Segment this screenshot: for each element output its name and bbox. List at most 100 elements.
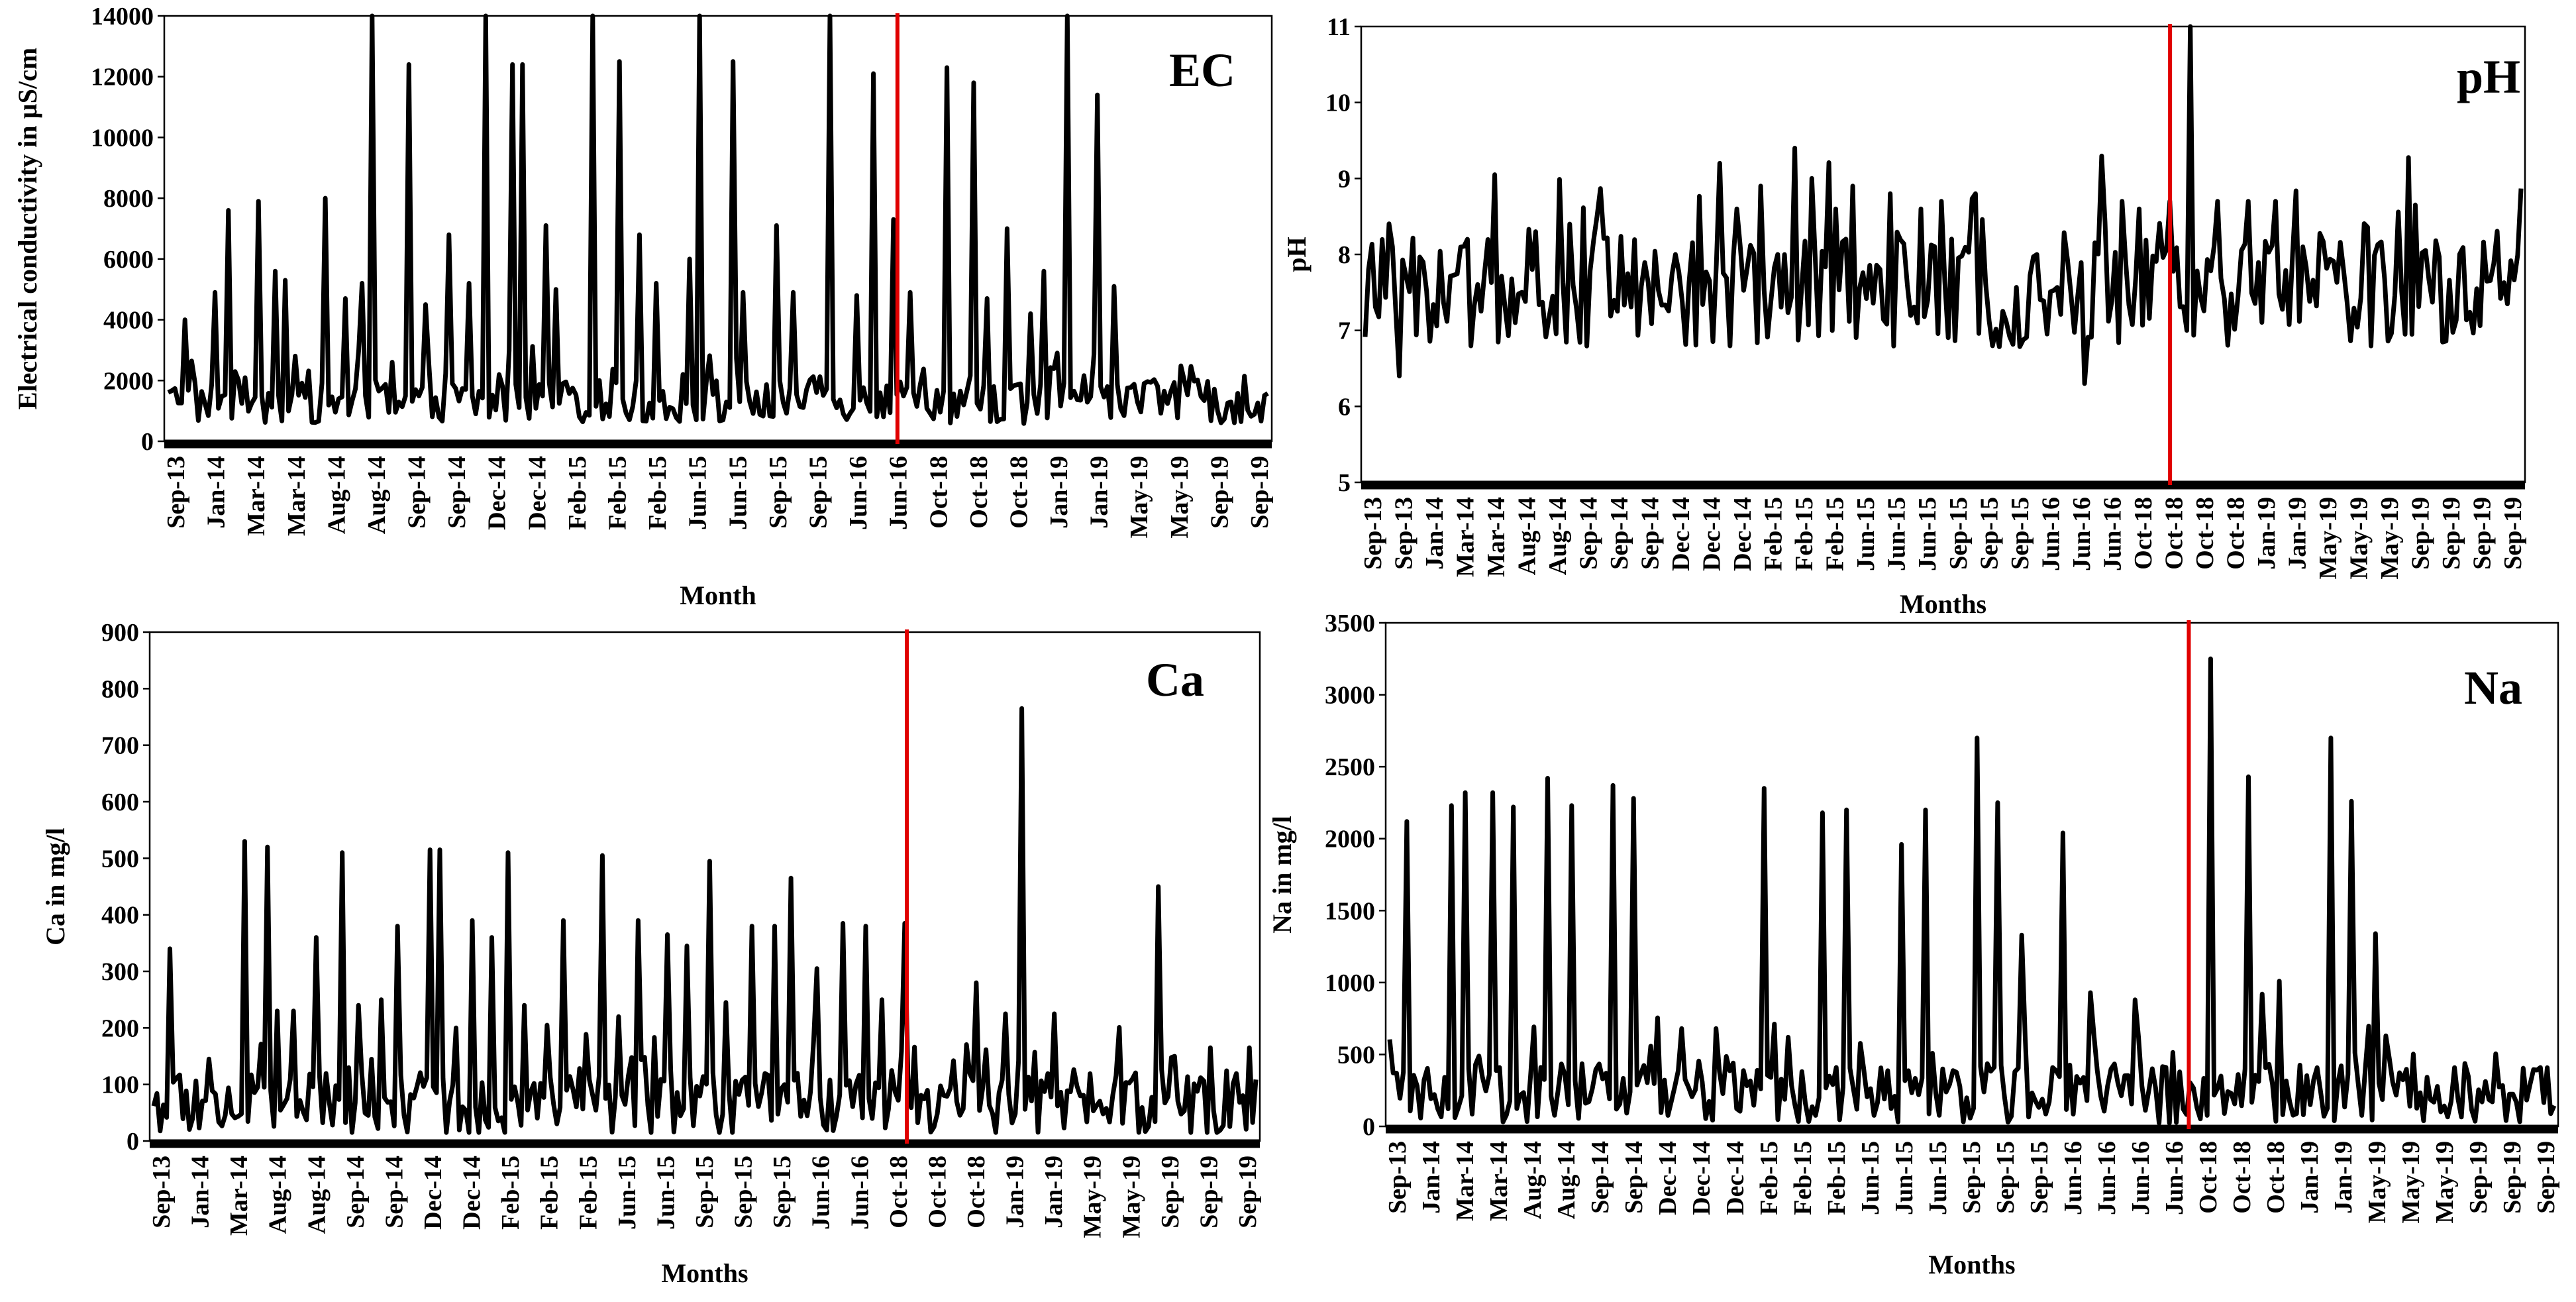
x-tick-label: Sep-14 <box>1586 1141 1614 1214</box>
x-tick-label: Jun-15 <box>613 1156 641 1230</box>
y-tick-label: 200 <box>101 1014 139 1042</box>
x-tick-label: Jun-16 <box>2161 1141 2189 1215</box>
x-tick-label: May-19 <box>2376 497 2404 580</box>
x-tick-label: Sep-14 <box>380 1156 408 1228</box>
panel-label-na: Na <box>2464 661 2522 714</box>
x-tick-label: Sep-14 <box>1620 1141 1648 1214</box>
x-tick-label: Jun-15 <box>1890 1141 1918 1215</box>
y-tick-label: 4000 <box>103 307 154 335</box>
y-tick-label: 900 <box>101 619 139 647</box>
y-tick-label: 2000 <box>103 367 154 395</box>
y-tick-label: 0 <box>141 428 154 456</box>
x-tick-label: Sep-15 <box>730 1156 758 1228</box>
x-tick-label: Oct-18 <box>2191 497 2219 570</box>
x-tick-label: Aug-14 <box>363 456 391 534</box>
x-tick-label: Jun-16 <box>845 456 872 530</box>
x-tick-label: Oct-18 <box>2194 1141 2222 1214</box>
x-tick-label: Sep-19 <box>2532 1141 2560 1214</box>
x-tick-label: Sep-15 <box>2026 1141 2053 1214</box>
x-tick-label: Mar-14 <box>1482 497 1510 577</box>
x-tick-label: Sep-19 <box>2438 497 2465 570</box>
x-tick-label: Oct-18 <box>2160 497 2188 570</box>
y-axis-title: Na in mg/l <box>1267 816 1297 934</box>
x-tick-label: Dec-14 <box>1729 497 1757 571</box>
x-axis-title: Months <box>1928 1250 2015 1279</box>
x-tick-label: Jun-15 <box>724 456 752 530</box>
x-tick-label: May-19 <box>2314 497 2342 580</box>
x-tick-label: May-19 <box>2431 1141 2459 1224</box>
y-tick-label: 9 <box>1338 165 1351 193</box>
x-tick-label: Sep-14 <box>342 1156 370 1228</box>
x-tick-label: Sep-15 <box>764 456 792 529</box>
x-tick-label: Feb-15 <box>1790 497 1818 571</box>
x-tick-label: Sep-13 <box>148 1156 176 1228</box>
x-tick-label: Sep-19 <box>1195 1156 1223 1228</box>
x-tick-label: Feb-15 <box>1789 1141 1817 1215</box>
x-tick-label: May-19 <box>2397 1141 2425 1224</box>
y-tick-label: 0 <box>1363 1113 1375 1141</box>
x-tick-label: Feb-15 <box>1822 497 1849 571</box>
x-tick-label: Jun-15 <box>684 456 712 530</box>
x-tick-label: Jan-19 <box>1002 1156 1029 1228</box>
x-tick-label: Jun-15 <box>1914 497 1941 571</box>
x-tick-label: Feb-15 <box>1823 1141 1851 1215</box>
y-tick-label: 8 <box>1338 241 1351 269</box>
x-tick-label: Dec-14 <box>523 456 551 530</box>
y-tick-label: 3000 <box>1325 682 1375 710</box>
x-tick-label: Feb-15 <box>536 1156 564 1230</box>
x-tick-label: Sep-19 <box>2468 497 2496 570</box>
x-tick-label: Dec-14 <box>1698 497 1726 571</box>
y-tick-label: 6 <box>1338 393 1351 421</box>
y-axis-title: pH <box>1282 237 1312 272</box>
x-tick-label: Aug-14 <box>1514 497 1541 575</box>
x-tick-label: Sep-14 <box>1606 497 1633 570</box>
x-tick-label: Jan-14 <box>1417 1141 1445 1214</box>
x-tick-label: Oct-18 <box>923 1156 951 1228</box>
x-tick-label: Aug-14 <box>1544 497 1572 575</box>
x-tick-label: Jan-19 <box>2283 497 2311 570</box>
x-tick-label: Dec-14 <box>419 1156 447 1230</box>
y-tick-label: 12000 <box>91 64 154 91</box>
x-tick-label: Jan-19 <box>1045 456 1073 529</box>
x-tick-label: Jun-16 <box>2068 497 2096 571</box>
x-tick-label: May-19 <box>1166 456 1194 539</box>
y-tick-label: 600 <box>101 788 139 816</box>
y-axis-title: Electrical conductivity in µS/cm <box>13 48 42 409</box>
x-tick-label: Mar-14 <box>283 456 311 536</box>
x-tick-label: Oct-18 <box>2228 1141 2256 1214</box>
y-axis-title: Ca in mg/l <box>40 828 70 946</box>
x-tick-label: Jun-15 <box>1883 497 1911 571</box>
x-tick-label: May-19 <box>2363 1141 2391 1224</box>
y-tick-label: 2000 <box>1325 826 1375 853</box>
x-tick-label: Jun-16 <box>2127 1141 2155 1215</box>
x-tick-label: Jan-19 <box>2296 1141 2324 1214</box>
x-tick-label: Jun-16 <box>2093 1141 2121 1215</box>
series-line-na <box>1387 656 2557 1126</box>
panel-ca: 0 100 200 300 400 500 600 700 800 900 Ca in mg/l Se… <box>40 619 1262 1288</box>
x-tick-label: Sep-15 <box>2006 497 2034 570</box>
x-tick-label: Aug-14 <box>1553 1141 1580 1219</box>
x-tick-label: Jan-14 <box>187 1156 215 1228</box>
x-tick-label: Jun-16 <box>2037 497 2065 571</box>
x-tick-label: Sep-15 <box>768 1156 796 1228</box>
y-tick-label: 700 <box>101 732 139 760</box>
x-tick-label: Aug-14 <box>323 456 350 534</box>
x-tick-label: Sep-13 <box>162 456 190 529</box>
y-tick-label: 10000 <box>91 124 154 152</box>
y-tick-label: 500 <box>101 845 139 873</box>
y-tick-label: 3500 <box>1325 610 1375 637</box>
x-tick-label: Sep-15 <box>1945 497 1973 570</box>
x-tick-label: Sep-15 <box>804 456 832 529</box>
y-tick-label: 11 <box>1327 13 1351 41</box>
x-tick-label: Oct-18 <box>1005 456 1033 529</box>
panel-na: 0 500 1000 1500 2000 2500 3000 3500 Na in mg/l Se… <box>1267 610 2560 1279</box>
x-tick-label: May-19 <box>1117 1156 1145 1238</box>
x-tick-label: Jan-14 <box>1421 497 1449 570</box>
x-tick-label: Dec-14 <box>1722 1141 1749 1215</box>
x-tick-label: Mar-14 <box>1485 1141 1513 1221</box>
x-tick-label: Jun-15 <box>1857 1141 1884 1215</box>
x-tick-label: Oct-18 <box>2222 497 2249 570</box>
x-tick-label: Sep-14 <box>443 456 471 529</box>
